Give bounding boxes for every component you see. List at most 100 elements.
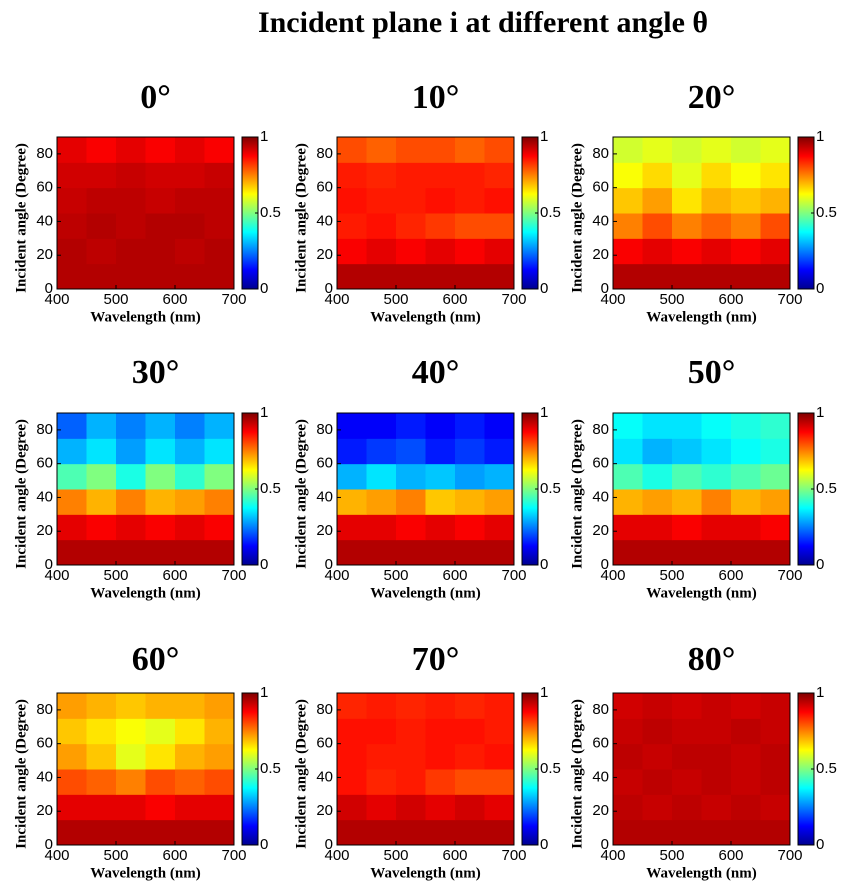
heatmap-cell [642,794,673,821]
y-axis-label: Incident angle (Degree) [569,143,585,293]
heatmap-cell [484,794,515,821]
y-tick-label: 0 [45,836,53,853]
heatmap-cell [672,238,702,265]
heatmap-cell [425,438,456,465]
heatmap-cell [760,187,791,214]
y-tick-label: 60 [592,455,609,472]
heatmap-cell [175,794,205,821]
x-tick-label: 500 [659,567,684,584]
heatmap-cell [366,463,397,490]
x-tick-label: 700 [221,291,246,308]
heatmap-cell [116,539,146,566]
colorbar-tick-label: 1 [260,684,268,701]
heatmap-cell [337,819,367,846]
x-axis-label: Wavelength (nm) [370,865,480,881]
heatmap-cell [86,263,117,290]
heatmap-cell [701,213,732,239]
heatmap-cell [455,463,485,490]
heatmap-cell [613,263,643,290]
heatmap-cell [642,413,673,439]
heatmap-cell [396,819,426,846]
heatmap-cell [366,819,397,846]
heatmap-cell [145,213,176,239]
colorbar-tick-label: 0.5 [260,480,281,497]
heatmap-cell [175,514,205,541]
y-tick-label: 0 [601,836,609,853]
y-axis-label: Incident angle (Degree) [13,699,29,849]
y-tick-label: 40 [36,212,53,229]
heatmap-cell [175,693,205,719]
x-tick-label: 600 [162,291,187,308]
colorbar-tick-label: 1 [540,684,548,701]
heatmap-cell [484,187,515,214]
heatmap-cell [760,263,791,290]
plot-frame [336,136,515,290]
heatmap-cell [204,539,235,566]
heatmap-cell [175,819,205,846]
heatmap-cell [337,743,367,770]
heatmap-cell [613,514,643,541]
heatmap-cell [396,463,426,490]
heatmap-cell [396,137,426,163]
heatmap-cell [672,718,702,745]
heatmap-cell [366,413,397,439]
heatmap-cell [145,187,176,214]
heatmap-cell [366,718,397,745]
heatmap-cell [484,463,515,490]
heatmap-cell [86,238,117,265]
y-axis-label: Incident angle (Degree) [293,699,309,849]
heatmap-cell [57,137,87,163]
heatmap-cell [396,489,426,515]
y-tick-label: 20 [592,802,609,819]
x-tick-label: 700 [221,847,246,864]
x-tick-label: 400 [324,847,349,864]
heatmap-cell [613,162,643,189]
heatmap-cell [642,769,673,795]
heatmap-cell [175,162,205,189]
heatmap-cell [204,718,235,745]
y-tick-label: 0 [325,280,333,297]
y-tick-label: 60 [316,455,333,472]
panel: 20° 400 500 600 700 0 20 40 60 80 Wavelength (nm) I… [569,79,836,326]
heatmap-cell [425,413,456,439]
y-tick-label: 40 [36,768,53,785]
y-tick-label: 40 [36,488,53,505]
colorbar-tick-label: 0.5 [816,760,837,777]
heatmap-cell [116,463,146,490]
heatmap-cell [86,693,117,719]
y-axis-label: Incident angle (Degree) [569,699,585,849]
heatmap-cell [145,743,176,770]
x-tick-label: 400 [44,567,69,584]
heatmap-cell [731,718,761,745]
heatmap-cell [425,693,456,719]
heatmap-cell [425,794,456,821]
heatmap-cell [731,693,761,719]
x-axis-label: Wavelength (nm) [90,309,200,325]
colorbar-tick-label: 1 [816,404,824,421]
plot-frame [56,136,235,290]
y-tick-label: 40 [316,768,333,785]
heatmap-cell [337,263,367,290]
colorbar-tick-label: 0.5 [816,480,837,497]
heatmap-cell [86,819,117,846]
y-tick-label: 60 [36,179,53,196]
x-tick-label: 400 [324,291,349,308]
heatmap-cell [116,718,146,745]
panel-title: 30° [132,354,180,391]
heatmap-cell [145,514,176,541]
heatmap-cell [613,693,643,719]
heatmap-cell [425,514,456,541]
y-tick-label: 80 [316,421,333,438]
heatmap-cell [145,438,176,465]
heatmap-cell [116,819,146,846]
heatmap-cell [672,539,702,566]
heatmap-cell [701,187,732,214]
heatmap-cell [613,238,643,265]
heatmap-cell [175,187,205,214]
heatmap-cell [484,514,515,541]
heatmap-cell [175,263,205,290]
heatmap-cell [204,514,235,541]
colorbar-tick-label: 1 [816,128,824,145]
heatmap-cell [731,238,761,265]
heatmap-cell [396,718,426,745]
